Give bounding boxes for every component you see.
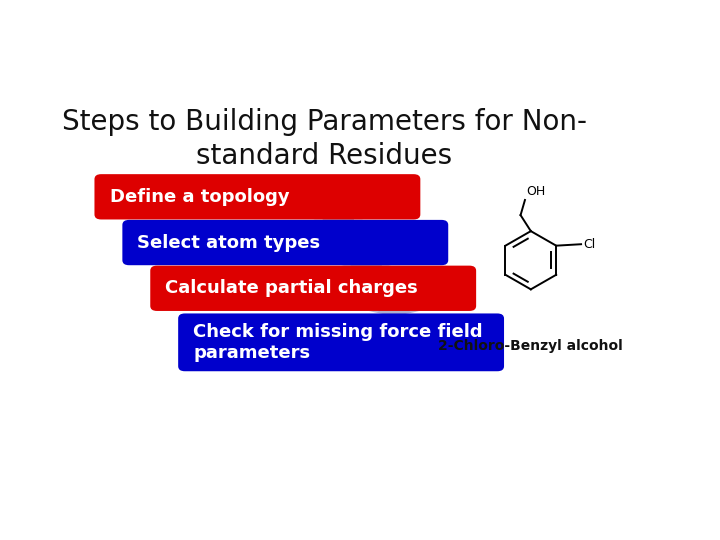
Polygon shape xyxy=(313,214,364,225)
FancyBboxPatch shape xyxy=(94,174,420,219)
Text: Check for missing force field
parameters: Check for missing force field parameters xyxy=(193,323,483,362)
Text: Steps to Building Parameters for Non-
standard Residues: Steps to Building Parameters for Non- st… xyxy=(62,109,587,170)
FancyBboxPatch shape xyxy=(122,220,449,265)
Polygon shape xyxy=(341,260,391,271)
Text: Cl: Cl xyxy=(582,238,595,251)
FancyBboxPatch shape xyxy=(178,313,504,371)
Polygon shape xyxy=(369,306,419,316)
FancyBboxPatch shape xyxy=(150,266,476,311)
Text: Select atom types: Select atom types xyxy=(138,234,320,252)
Text: Calculate partial charges: Calculate partial charges xyxy=(166,279,418,298)
Text: OH: OH xyxy=(526,185,546,198)
Text: 2-Chloro-Benzyl alcohol: 2-Chloro-Benzyl alcohol xyxy=(438,339,624,353)
Text: Define a topology: Define a topology xyxy=(109,188,289,206)
